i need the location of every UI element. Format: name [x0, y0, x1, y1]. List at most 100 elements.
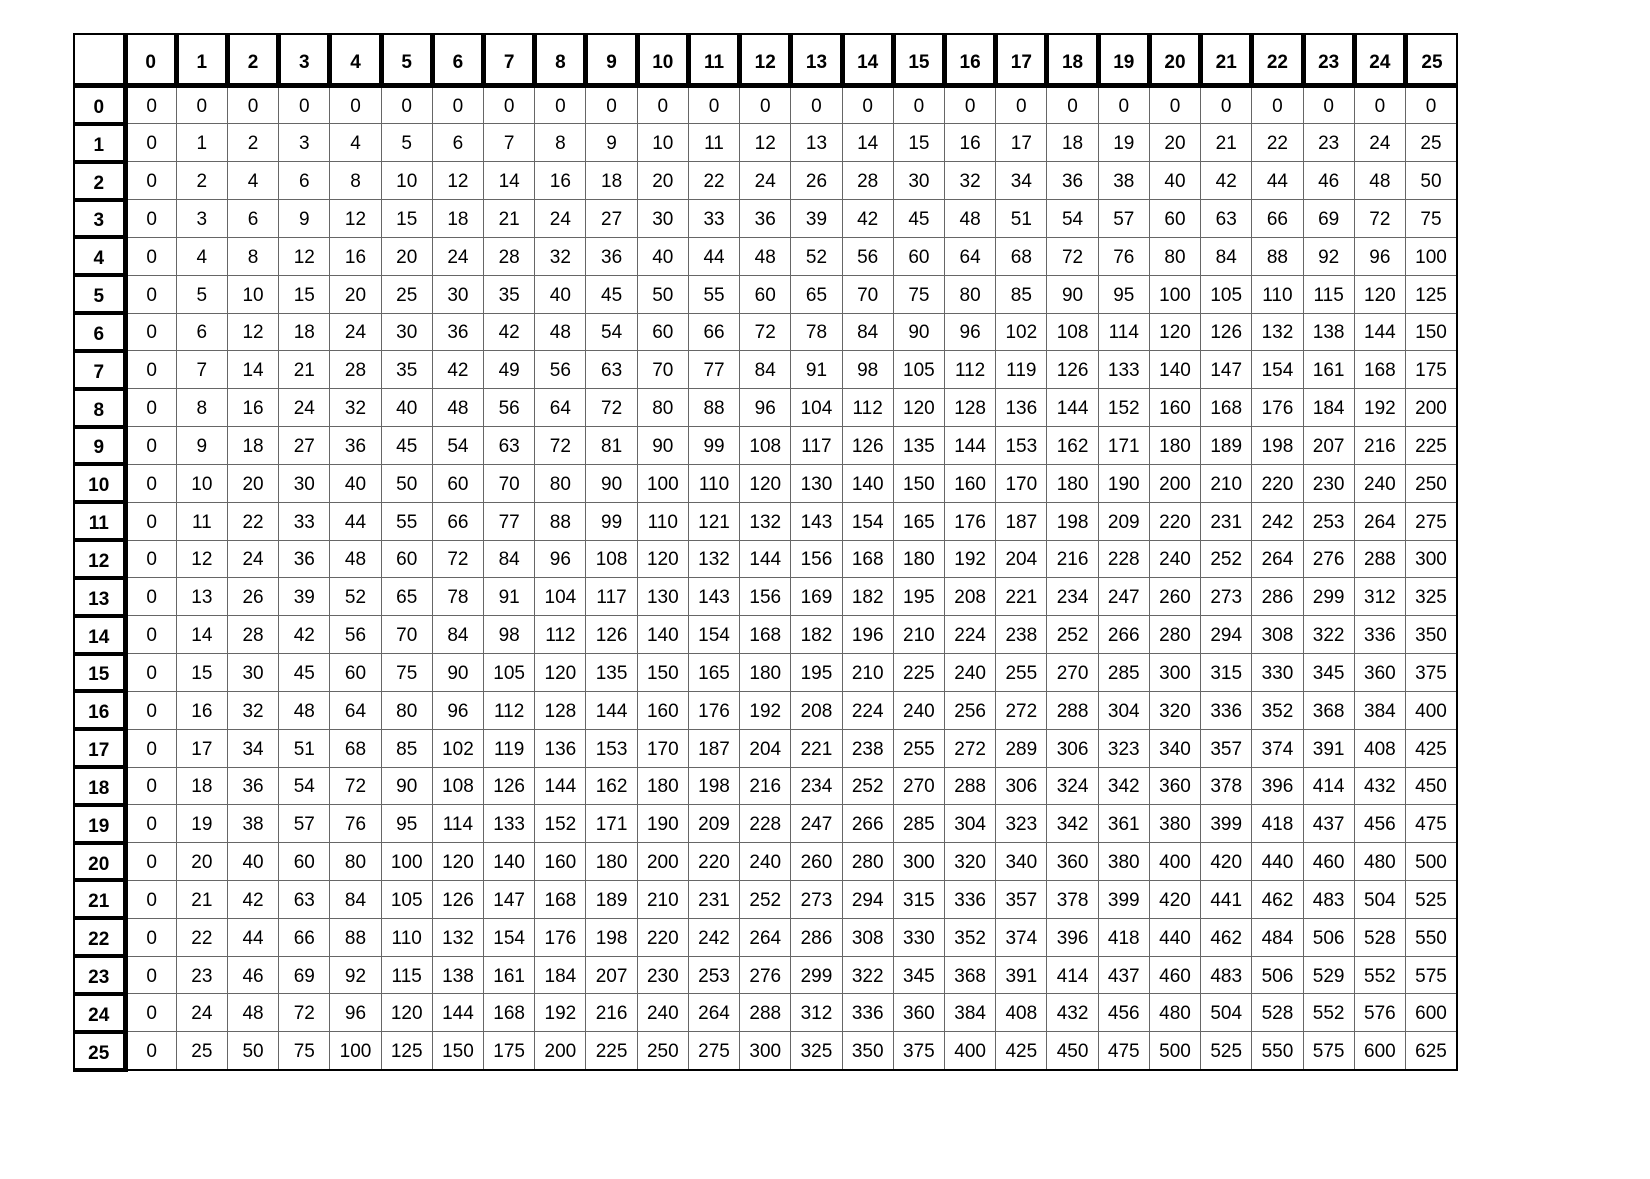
table-cell: 242	[687, 917, 741, 957]
table-cell: 100	[1404, 236, 1458, 276]
table-cell: 165	[687, 653, 741, 692]
table-cell: 352	[943, 917, 997, 957]
table-cell: 120	[380, 993, 433, 1033]
table-cell: 80	[329, 842, 382, 881]
table-cell: 255	[892, 728, 946, 768]
table-cell: 324	[1046, 766, 1099, 806]
table-cell: 0	[124, 388, 177, 428]
table-cell: 330	[1251, 653, 1304, 692]
table-cell: 0	[175, 84, 228, 125]
table-cell: 380	[1148, 804, 1202, 844]
table-cell: 182	[841, 577, 894, 617]
table-cell: 0	[124, 84, 177, 125]
table-cell: 38	[1097, 161, 1150, 201]
table-cell: 400	[943, 1031, 997, 1071]
table-cell: 0	[124, 577, 177, 617]
row-header: 18	[73, 766, 128, 807]
table-cell: 288	[739, 993, 792, 1033]
table-cell: 506	[1302, 917, 1355, 957]
table-cell: 418	[1097, 917, 1150, 957]
table-cell: 22	[226, 501, 280, 541]
table-cell: 0	[124, 161, 177, 201]
table-cell: 414	[1046, 955, 1099, 995]
table-cell: 60	[278, 842, 331, 881]
table-cell: 34	[226, 728, 280, 768]
table-cell: 85	[380, 728, 433, 768]
table-cell: 90	[380, 766, 433, 806]
table-cell: 88	[534, 501, 587, 541]
table-cell: 10	[380, 161, 433, 201]
column-header: 22	[1249, 33, 1304, 88]
table-cell: 216	[1353, 426, 1406, 465]
table-cell: 99	[687, 426, 741, 465]
table-cell: 0	[1353, 84, 1406, 125]
table-cell: 0	[124, 350, 177, 390]
table-cell: 0	[790, 84, 843, 125]
table-cell: 220	[636, 917, 689, 957]
table-cell: 1	[175, 123, 228, 163]
table-cell: 7	[175, 350, 228, 390]
column-header: 9	[583, 33, 638, 88]
table-cell: 352	[1251, 690, 1304, 730]
table-cell: 285	[1097, 653, 1150, 692]
table-cell: 52	[790, 236, 843, 276]
table-row: 6 0 6 12 18 24 30 36 42 48 54 60 66 72 78 84 90 96 102 108 1…	[73, 312, 1458, 353]
table-cell: 360	[1046, 842, 1099, 881]
table-cell: 57	[1097, 199, 1150, 238]
table-cell: 375	[1404, 653, 1458, 692]
table-cell: 64	[534, 388, 587, 428]
table-cell: 408	[995, 993, 1048, 1033]
table-cell: 204	[995, 539, 1048, 579]
table-cell: 36	[739, 199, 792, 238]
table-cell: 34	[995, 161, 1048, 201]
table-cell: 156	[790, 539, 843, 579]
table-cell: 9	[175, 426, 228, 465]
table-cell: 0	[483, 84, 536, 125]
table-cell: 189	[1200, 426, 1253, 465]
table-cell: 336	[1353, 615, 1406, 655]
table-cell: 28	[329, 350, 382, 390]
table-cell: 39	[278, 577, 331, 617]
table-cell: 192	[534, 993, 587, 1033]
table-cell: 504	[1353, 879, 1406, 919]
table-cell: 76	[329, 804, 382, 844]
table-cell: 15	[892, 123, 946, 163]
table-cell: 184	[1302, 388, 1355, 428]
table-cell: 72	[278, 993, 331, 1033]
table-cell: 20	[226, 463, 280, 503]
column-header: 6	[429, 33, 485, 88]
table-cell: 66	[687, 312, 741, 352]
table-cell: 120	[534, 653, 587, 692]
row-header: 13	[73, 577, 128, 618]
table-cell: 121	[687, 501, 741, 541]
table-cell: 150	[431, 1031, 485, 1071]
table-cell: 0	[124, 917, 177, 957]
table-cell: 112	[483, 690, 536, 730]
table-cell: 304	[943, 804, 997, 844]
table-cell: 230	[636, 955, 689, 995]
table-row: 16 0 16 32 48 64 80 96 112 128 144 160 176 192 208 224 2…	[73, 690, 1458, 732]
table-cell: 250	[1404, 463, 1458, 503]
table-cell: 75	[278, 1031, 331, 1071]
table-cell: 110	[636, 501, 689, 541]
table-cell: 144	[943, 426, 997, 465]
table-cell: 171	[585, 804, 638, 844]
table-cell: 0	[841, 84, 894, 125]
table-cell: 306	[995, 766, 1048, 806]
table-cell: 250	[636, 1031, 689, 1071]
table-cell: 221	[995, 577, 1048, 617]
table-cell: 96	[943, 312, 997, 352]
table-row: 1 0 1 2 3 4 5 6 7 8 9 10 11 12 13 14 15 16 17 18 19 20 21 22 23 2…	[73, 123, 1458, 164]
table-cell: 60	[329, 653, 382, 692]
table-cell: 102	[431, 728, 485, 768]
table-cell: 143	[687, 577, 741, 617]
table-cell: 170	[995, 463, 1048, 503]
table-row: 3 0 3 6 9 12 15 18 21 24 27 30 33 36 39 42 45 48 51 54 57 60 6…	[73, 199, 1458, 240]
table-row: 19 0 19 38 57 76 95 114 133 152 171 190 209 228 247 266…	[73, 804, 1458, 845]
table-cell: 140	[636, 615, 689, 655]
table-cell: 18	[1046, 123, 1099, 163]
table-cell: 138	[1302, 312, 1355, 352]
column-header: 7	[481, 33, 536, 88]
table-cell: 16	[329, 236, 382, 276]
column-header: 17	[993, 33, 1048, 88]
